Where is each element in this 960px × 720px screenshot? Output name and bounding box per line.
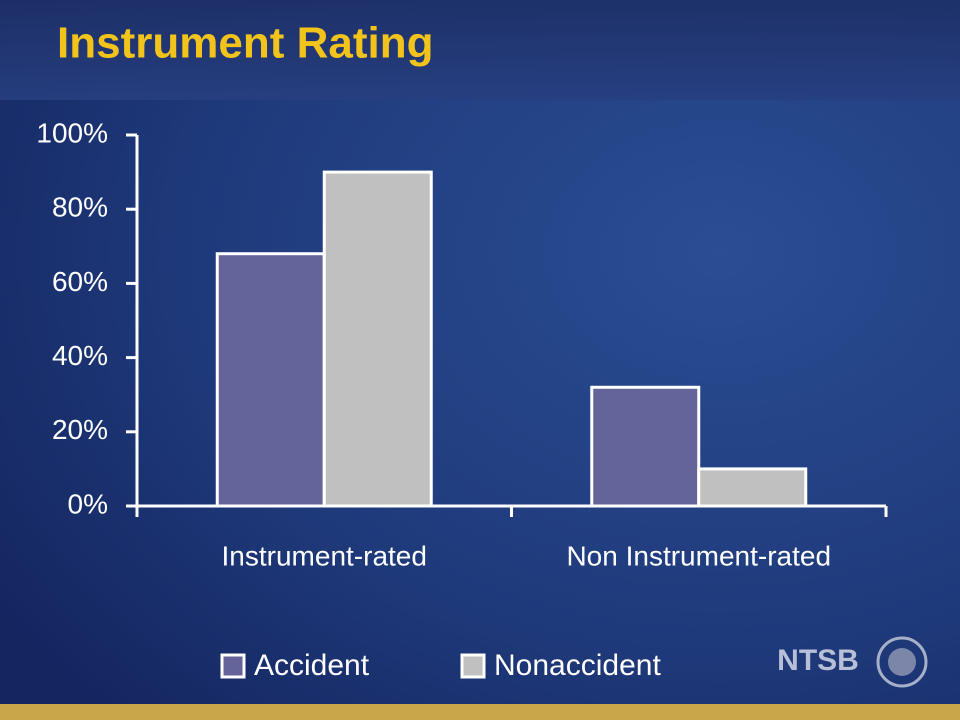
seal-center [888, 648, 916, 676]
x-tick-label: Instrument-rated [222, 540, 427, 571]
bar [322, 170, 433, 508]
y-tick-label: 100% [36, 117, 108, 148]
seal-ring [876, 636, 928, 688]
bar [590, 385, 701, 508]
legend-swatch [220, 653, 246, 679]
legend-label: Nonaccident [494, 649, 661, 682]
footer-strip [0, 704, 960, 720]
y-tick-label: 20% [52, 414, 108, 445]
y-tick-label: 80% [52, 192, 108, 223]
bar [697, 467, 808, 508]
y-tick-label: 40% [52, 340, 108, 371]
header-band [0, 0, 960, 100]
y-tick-label: 60% [52, 266, 108, 297]
logo-seal [876, 636, 928, 688]
x-tick-label: Non Instrument-rated [566, 540, 831, 571]
y-tick-label: 0% [68, 488, 108, 519]
plot: 0% 20% 40% 60% 80% 100% Instrument-rated Non In… [36, 117, 888, 682]
legend-swatch [460, 653, 486, 679]
bar [215, 252, 326, 508]
logo-text: NTSB [777, 644, 859, 677]
legend-label: Accident [254, 649, 370, 682]
chart-title: Instrument Rating [57, 19, 433, 68]
